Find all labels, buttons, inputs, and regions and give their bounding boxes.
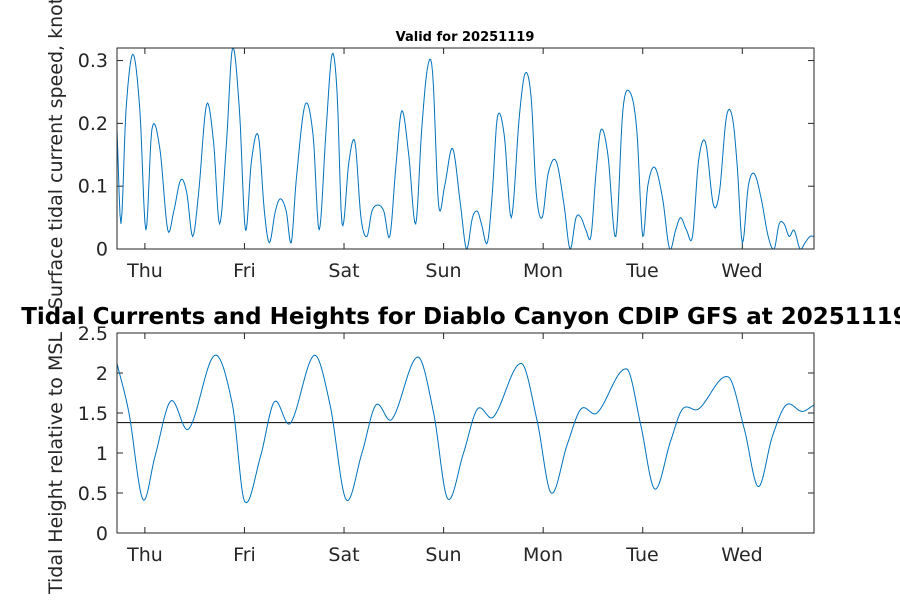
tidal-height-y-tick-labels: 0 0.5 1 1.5 2 2.5: [78, 323, 108, 545]
current-speed-plot-area: [117, 48, 814, 249]
x-tick-label: Sat: [328, 260, 359, 282]
x-tick-label: Tue: [625, 260, 658, 282]
tidal-height-y-axis-label: Tidal Height relative to MSL: [45, 332, 67, 595]
x-tick-label: Tue: [625, 544, 658, 566]
current-speed-panel: 0 0.1 0.2 0.3 Thu Fri Sat Sun Mon Tue We…: [45, 0, 815, 309]
x-tick-label: Wed: [721, 544, 762, 566]
y-tick-label: 0.2: [78, 113, 108, 135]
current-speed-y-tick-labels: 0 0.1 0.2 0.3: [78, 50, 108, 261]
x-tick-label: Fri: [233, 260, 256, 282]
y-tick-label: 1: [96, 443, 108, 465]
x-tick-label: Thu: [126, 544, 163, 566]
x-tick-label: Sat: [328, 544, 359, 566]
tidal-height-title: Tidal Currents and Heights for Diablo Ca…: [21, 304, 900, 330]
tidal-height-series-line: [116, 354, 815, 504]
x-tick-label: Wed: [721, 260, 762, 282]
y-tick-label: 0: [96, 523, 108, 545]
y-tick-label: 0.5: [78, 483, 108, 505]
x-tick-label: Mon: [523, 544, 563, 566]
y-tick-label: 0.1: [78, 176, 108, 198]
current-speed-x-tick-labels: Thu Fri Sat Sun Mon Tue Wed: [126, 260, 763, 282]
x-tick-label: Fri: [233, 544, 256, 566]
current-speed-ticks: [117, 48, 814, 250]
x-tick-label: Sun: [425, 544, 461, 566]
y-tick-label: 2.5: [78, 323, 108, 345]
y-tick-label: 0: [96, 239, 108, 261]
current-speed-title: Valid for 20251119: [396, 30, 535, 45]
tidal-height-x-tick-labels: Thu Fri Sat Sun Mon Tue Wed: [126, 544, 763, 566]
y-tick-label: 2: [96, 363, 108, 385]
x-tick-label: Thu: [126, 260, 163, 282]
x-tick-label: Mon: [523, 260, 563, 282]
tidal-height-axes-box: [116, 332, 815, 534]
y-tick-label: 1.5: [78, 403, 108, 425]
y-tick-label: 0.3: [78, 50, 108, 72]
tidal-height-panel: 0 0.5 1 1.5 2 2.5 Thu Fri Sat Sun Mon Tu…: [21, 304, 900, 595]
current-speed-series-line: [116, 47, 815, 250]
x-tick-label: Sun: [425, 260, 461, 282]
tidal-height-plot-area: [117, 333, 814, 533]
current-speed-axes-box: [116, 47, 815, 250]
current-speed-y-axis-label: Surface tidal current speed, knots: [45, 0, 67, 309]
